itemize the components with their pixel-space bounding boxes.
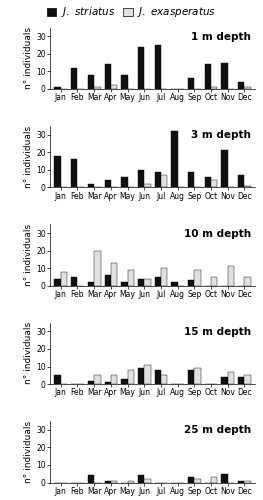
Bar xyxy=(161,376,167,384)
Text: 15 m depth: 15 m depth xyxy=(184,327,251,337)
Bar xyxy=(221,62,227,89)
Text: 1 m depth: 1 m depth xyxy=(191,32,251,42)
Bar xyxy=(71,277,78,285)
Y-axis label: n° individuals: n° individuals xyxy=(24,27,33,90)
Bar xyxy=(155,370,161,384)
Bar xyxy=(88,75,94,89)
Bar xyxy=(244,480,251,482)
Legend: $\bf{\it{J.\ striatus}}$, $\bf{\it{J.\ exasperatus}}$: $\bf{\it{J.\ striatus}}$, $\bf{\it{J.\ e… xyxy=(47,5,216,19)
Bar xyxy=(121,75,128,89)
Bar xyxy=(211,180,217,188)
Text: 10 m depth: 10 m depth xyxy=(184,228,251,238)
Bar xyxy=(138,170,144,188)
Y-axis label: n° individuals: n° individuals xyxy=(24,126,33,188)
Bar xyxy=(111,263,117,285)
Bar xyxy=(155,277,161,285)
Bar xyxy=(227,266,234,285)
Bar xyxy=(155,172,161,188)
Bar xyxy=(188,280,194,285)
Bar xyxy=(138,47,144,89)
Bar xyxy=(171,131,178,188)
Bar xyxy=(144,184,150,188)
Bar xyxy=(54,156,61,188)
Bar xyxy=(104,480,111,482)
Bar xyxy=(128,270,134,285)
Bar xyxy=(188,477,194,482)
Bar xyxy=(155,45,161,89)
Bar xyxy=(94,376,100,384)
Bar xyxy=(104,275,111,285)
Y-axis label: n° individuals: n° individuals xyxy=(24,420,33,483)
Bar xyxy=(171,282,178,286)
Bar xyxy=(227,372,234,384)
Bar xyxy=(188,370,194,384)
Bar xyxy=(121,177,128,188)
Bar xyxy=(138,368,144,384)
Bar xyxy=(221,474,227,482)
Bar xyxy=(54,278,61,285)
Bar xyxy=(205,177,211,188)
Bar xyxy=(144,365,150,384)
Bar xyxy=(238,82,244,89)
Bar xyxy=(138,476,144,482)
Bar xyxy=(88,476,94,482)
Bar xyxy=(194,368,201,384)
Bar xyxy=(54,87,61,89)
Bar xyxy=(61,272,67,285)
Bar xyxy=(144,479,150,482)
Bar xyxy=(111,480,117,482)
Bar xyxy=(138,278,144,285)
Bar xyxy=(244,277,251,285)
Bar xyxy=(238,377,244,384)
Bar xyxy=(188,172,194,188)
Bar xyxy=(161,175,167,188)
Bar xyxy=(211,477,217,482)
Bar xyxy=(161,268,167,285)
Bar xyxy=(128,370,134,384)
Bar xyxy=(121,282,128,286)
Bar xyxy=(221,377,227,384)
Bar xyxy=(211,87,217,89)
Bar xyxy=(111,86,117,89)
Bar xyxy=(104,180,111,188)
Bar xyxy=(54,376,61,384)
Bar xyxy=(238,175,244,188)
Bar xyxy=(221,150,227,188)
Bar xyxy=(71,68,78,89)
Bar xyxy=(88,282,94,286)
Text: 3 m depth: 3 m depth xyxy=(191,130,251,140)
Bar xyxy=(111,376,117,384)
Bar xyxy=(244,87,251,89)
Bar xyxy=(94,87,100,89)
Bar xyxy=(211,277,217,285)
Bar xyxy=(194,270,201,285)
Bar xyxy=(128,480,134,482)
Bar xyxy=(244,376,251,384)
Y-axis label: n° individuals: n° individuals xyxy=(24,224,33,286)
Bar xyxy=(244,186,251,188)
Bar xyxy=(104,382,111,384)
Bar xyxy=(144,278,150,285)
Bar xyxy=(188,78,194,89)
Bar xyxy=(238,480,244,482)
Bar xyxy=(71,160,78,188)
Bar xyxy=(94,250,100,286)
Bar xyxy=(88,184,94,188)
Text: 25 m depth: 25 m depth xyxy=(184,426,251,436)
Bar xyxy=(88,380,94,384)
Bar xyxy=(121,379,128,384)
Y-axis label: n° individuals: n° individuals xyxy=(24,322,33,384)
Bar xyxy=(194,479,201,482)
Bar xyxy=(205,64,211,89)
Bar xyxy=(104,64,111,89)
